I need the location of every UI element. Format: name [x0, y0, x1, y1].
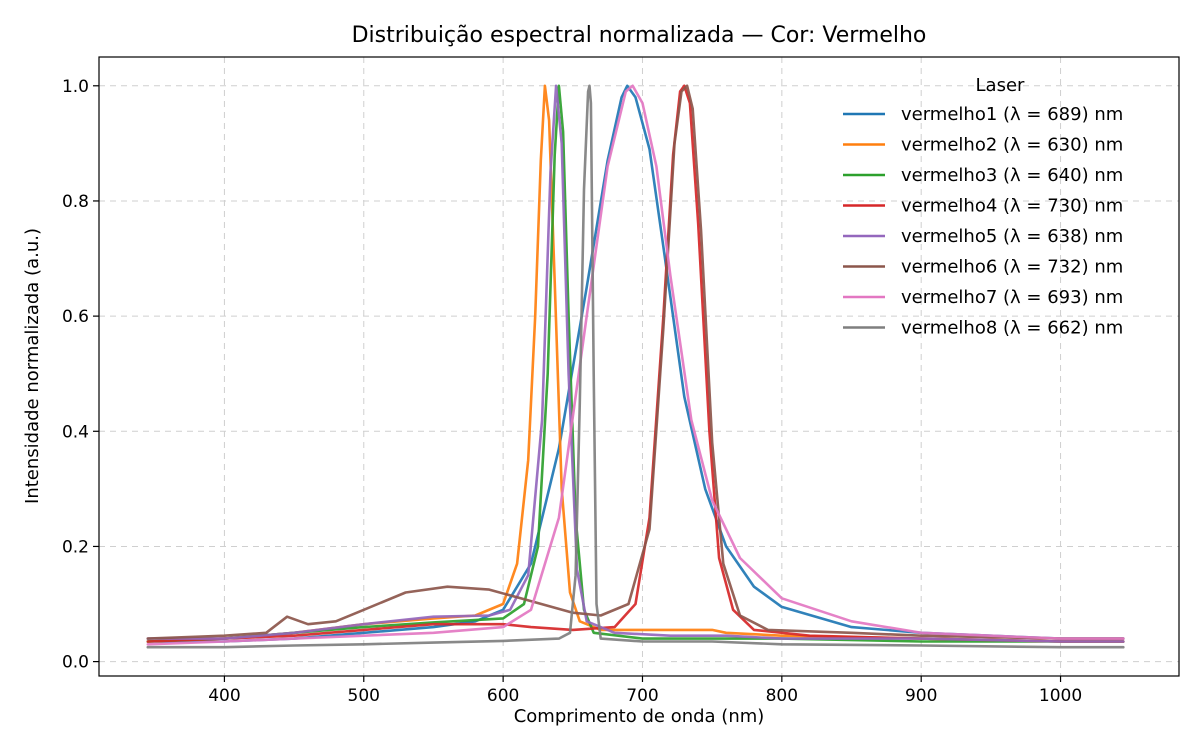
legend-item-label: vermelho6 (λ = 732) nm: [901, 257, 1123, 278]
chart-title: Distribuição espectral normalizada — Cor…: [352, 23, 927, 48]
legend-item-label: vermelho1 (λ = 689) nm: [901, 104, 1123, 125]
series-group: [146, 84, 1125, 649]
series-line-2: [146, 84, 1125, 643]
series-line-5: [146, 84, 1125, 643]
y-tick-label: 0.4: [62, 422, 89, 442]
series-line-7: [146, 84, 1125, 646]
x-axis: 400 500 600 700 800 900 1000: [208, 676, 1082, 706]
legend: Laser vermelho1 (λ = 689) nm vermelho2 (λ…: [843, 75, 1123, 339]
y-tick-label: 0.6: [62, 307, 89, 327]
legend-item-label: vermelho3 (λ = 640) nm: [901, 165, 1123, 186]
y-tick-label: 0.2: [62, 537, 89, 557]
plot-frame: [98, 56, 1180, 677]
x-tick-label: 500: [348, 686, 380, 706]
legend-item-label: vermelho8 (λ = 662) nm: [901, 318, 1123, 339]
legend-item-label: vermelho7 (λ = 693) nm: [901, 287, 1123, 308]
legend-item-label: vermelho2 (λ = 630) nm: [901, 135, 1123, 156]
x-tick-label: 900: [905, 686, 937, 706]
legend-item-label: vermelho5 (λ = 638) nm: [901, 226, 1123, 247]
grid: [99, 57, 1179, 676]
series-line-6: [146, 84, 1125, 640]
x-tick-label: 700: [626, 686, 658, 706]
series-line-8: [146, 84, 1125, 649]
x-tick-label: 400: [208, 686, 240, 706]
series-line-1: [146, 84, 1125, 643]
legend-item-label: vermelho4 (λ = 730) nm: [901, 196, 1123, 217]
y-tick-label: 0.0: [62, 653, 89, 673]
x-tick-label: 1000: [1039, 686, 1082, 706]
y-axis: 0.0 0.2 0.4 0.6 0.8 1.0: [62, 77, 99, 673]
legend-title: Laser: [976, 75, 1026, 96]
x-tick-label: 800: [766, 686, 798, 706]
x-axis-label: Comprimento de onda (nm): [514, 706, 765, 727]
y-axis-label: Intensidade normalizada (a.u.): [22, 228, 43, 504]
y-tick-label: 0.8: [62, 192, 89, 212]
x-tick-label: 600: [487, 686, 519, 706]
series-line-3: [146, 84, 1125, 643]
y-tick-label: 1.0: [62, 77, 89, 97]
